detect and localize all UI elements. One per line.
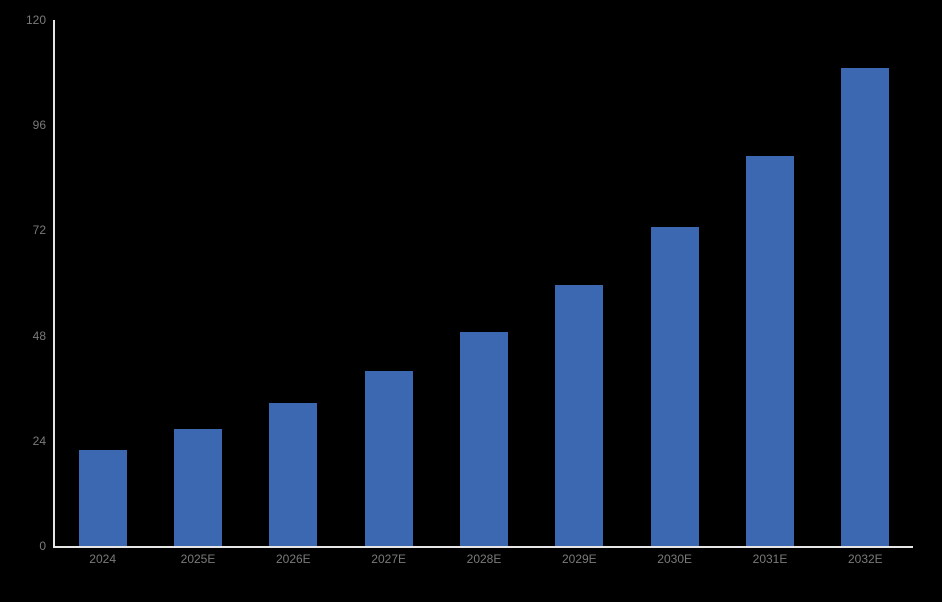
bar-2027E xyxy=(364,370,413,546)
x-tick-label-2027E: 2027E xyxy=(371,552,406,566)
bar-2032E xyxy=(841,68,890,546)
x-tick-label-2028E: 2028E xyxy=(466,552,502,566)
plot-area xyxy=(53,20,913,548)
y-tick-label-120: 120 xyxy=(25,13,46,27)
x-tick-label-2026E: 2026E xyxy=(275,552,311,566)
x-tick-label-2024: 2024 xyxy=(89,552,116,566)
x-tick-label-2030E: 2030E xyxy=(657,552,692,566)
bars-layer xyxy=(55,20,913,546)
bar-2028E xyxy=(460,331,508,546)
bar-2025E xyxy=(174,428,222,546)
y-tick-label-72: 72 xyxy=(32,223,46,238)
y-tick-label-48: 48 xyxy=(32,328,46,343)
x-tick-label-2032E: 2032E xyxy=(847,552,883,566)
y-tick-label-24: 24 xyxy=(32,433,46,448)
bar-2030E xyxy=(650,226,699,546)
bar-2029E xyxy=(555,285,604,546)
y-tick-label-0: 0 xyxy=(39,539,46,553)
bar-2031E xyxy=(746,155,794,546)
x-tick-label-2031E: 2031E xyxy=(752,552,788,566)
bar-2026E xyxy=(269,403,318,546)
y-tick-label-96: 96 xyxy=(32,118,46,133)
x-tick-label-2025E: 2025E xyxy=(180,552,216,566)
bar-2024 xyxy=(78,449,127,546)
x-tick-label-2029E: 2029E xyxy=(561,552,597,566)
